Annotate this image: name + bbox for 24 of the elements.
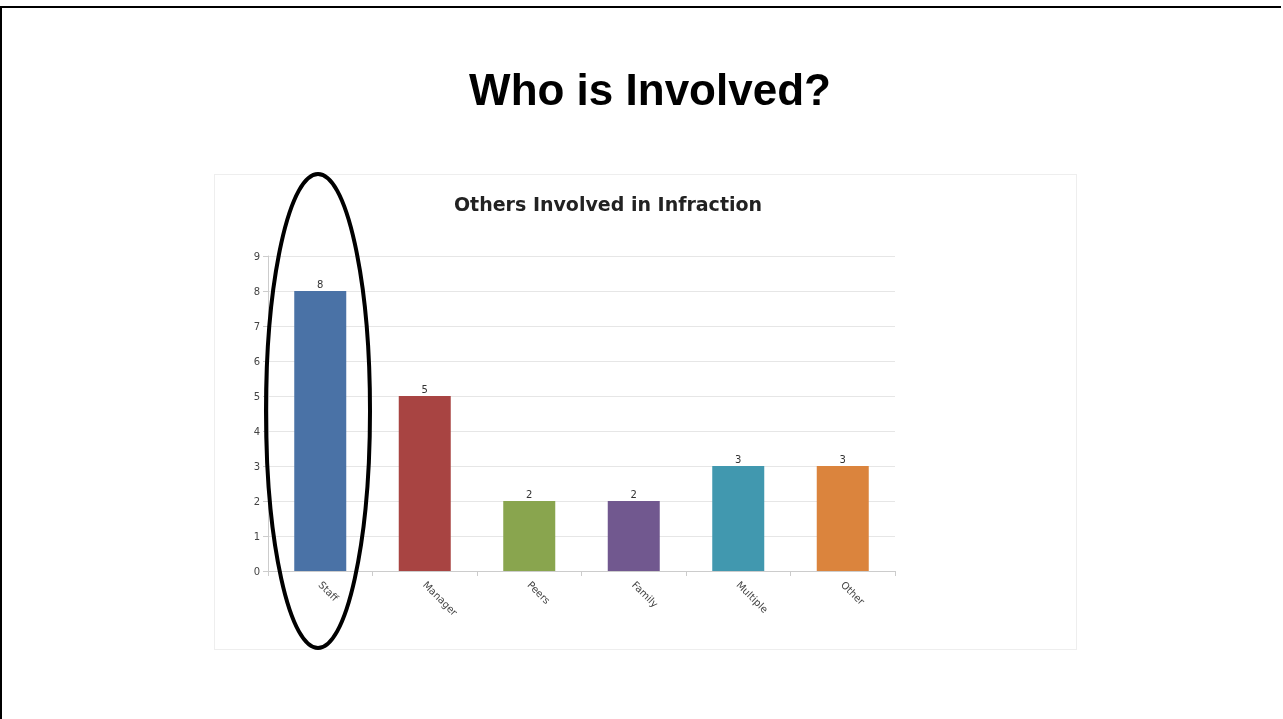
bar <box>294 291 347 571</box>
chart-title: Who is Involved? <box>469 64 831 114</box>
data-label: 2 <box>526 488 533 500</box>
chart-subtitle: Others Involved in Infraction <box>453 192 763 215</box>
y-tick-label: 2 <box>253 495 260 507</box>
y-tick-label: 8 <box>253 285 260 297</box>
y-tick-label: 3 <box>253 460 260 472</box>
bar <box>503 501 556 571</box>
y-tick-label: 7 <box>253 320 260 332</box>
data-label: 2 <box>630 488 637 500</box>
y-tick-label: 0 <box>253 565 260 577</box>
data-label: 8 <box>317 278 324 290</box>
y-tick-label: 6 <box>253 355 260 367</box>
data-label: 3 <box>839 453 846 465</box>
y-tick-label: 5 <box>253 390 260 402</box>
y-tick-label: 4 <box>253 425 260 437</box>
bar <box>398 396 451 571</box>
y-tick-label: 1 <box>253 530 260 542</box>
bar <box>607 501 660 571</box>
data-label: 5 <box>421 383 428 395</box>
data-label: 3 <box>735 453 742 465</box>
bar <box>712 466 765 571</box>
bar <box>816 466 869 571</box>
y-tick-label: 9 <box>253 250 260 262</box>
